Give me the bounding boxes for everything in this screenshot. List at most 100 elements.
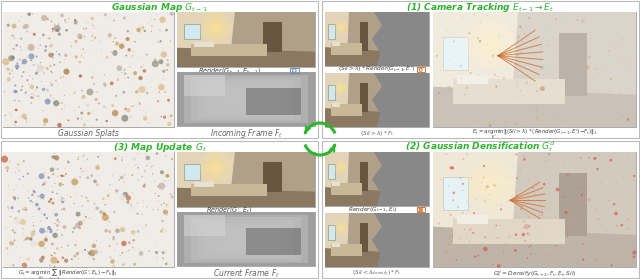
Bar — [382, 73, 429, 127]
Circle shape — [146, 92, 148, 94]
Circle shape — [32, 13, 33, 15]
Circle shape — [81, 205, 83, 207]
Circle shape — [126, 201, 127, 203]
Bar — [211, 225, 280, 252]
Circle shape — [4, 91, 5, 92]
Circle shape — [96, 183, 99, 186]
Circle shape — [145, 115, 146, 116]
Circle shape — [555, 18, 557, 20]
Circle shape — [39, 176, 40, 177]
Circle shape — [127, 199, 129, 201]
Text: $G_t = \underset{G^{\prime}}{\mathrm{argmin}}\sum_{k=1}^{t}\|Render(G^{\prime},E: $G_t = \underset{G^{\prime}}{\mathrm{arg… — [18, 265, 118, 279]
Circle shape — [31, 120, 33, 123]
Circle shape — [470, 72, 472, 74]
Circle shape — [131, 174, 133, 176]
Circle shape — [61, 109, 63, 110]
Circle shape — [15, 109, 17, 111]
Circle shape — [507, 261, 509, 263]
Circle shape — [55, 80, 57, 81]
Circle shape — [632, 243, 634, 245]
Circle shape — [49, 36, 51, 37]
Circle shape — [52, 174, 54, 175]
Circle shape — [446, 29, 447, 30]
Circle shape — [63, 175, 65, 177]
Circle shape — [466, 153, 468, 155]
Circle shape — [96, 240, 97, 241]
Circle shape — [582, 243, 584, 245]
Circle shape — [54, 183, 56, 184]
Circle shape — [623, 244, 624, 245]
Circle shape — [515, 233, 517, 236]
Bar — [385, 155, 427, 203]
Bar — [399, 31, 413, 47]
Circle shape — [600, 186, 601, 187]
Circle shape — [166, 204, 168, 206]
Circle shape — [143, 109, 145, 110]
Circle shape — [483, 115, 484, 116]
Circle shape — [39, 258, 44, 262]
Circle shape — [52, 233, 58, 238]
Circle shape — [156, 241, 158, 244]
Circle shape — [127, 251, 128, 252]
Circle shape — [82, 48, 84, 50]
Circle shape — [629, 259, 634, 263]
Circle shape — [51, 254, 52, 256]
Circle shape — [61, 201, 64, 203]
Circle shape — [525, 102, 526, 103]
Circle shape — [127, 30, 129, 32]
Circle shape — [632, 251, 636, 255]
Circle shape — [26, 115, 28, 117]
Circle shape — [56, 261, 60, 263]
Circle shape — [143, 200, 144, 202]
Circle shape — [13, 90, 17, 93]
Bar — [198, 80, 294, 118]
Circle shape — [57, 123, 61, 127]
Circle shape — [163, 70, 166, 73]
Circle shape — [156, 256, 157, 258]
Circle shape — [514, 64, 516, 66]
Circle shape — [522, 41, 523, 42]
Bar — [385, 15, 399, 36]
Circle shape — [44, 247, 45, 249]
Circle shape — [116, 243, 118, 244]
Circle shape — [579, 200, 583, 204]
Circle shape — [90, 17, 92, 19]
Circle shape — [453, 55, 454, 56]
Circle shape — [476, 121, 477, 122]
Circle shape — [199, 11, 232, 44]
Circle shape — [484, 178, 496, 190]
Bar — [396, 28, 415, 50]
Circle shape — [17, 198, 19, 199]
Circle shape — [469, 228, 472, 230]
Circle shape — [41, 15, 47, 21]
Circle shape — [61, 175, 63, 177]
Circle shape — [131, 105, 132, 107]
Circle shape — [140, 110, 141, 111]
Circle shape — [133, 71, 137, 75]
Polygon shape — [177, 12, 235, 67]
Circle shape — [15, 90, 18, 93]
Circle shape — [120, 255, 121, 256]
Circle shape — [141, 26, 145, 29]
Circle shape — [125, 37, 130, 41]
Text: Current Frame $F_t$: Current Frame $F_t$ — [212, 268, 280, 279]
Circle shape — [44, 73, 45, 74]
Circle shape — [103, 83, 106, 86]
Circle shape — [76, 252, 79, 255]
Circle shape — [516, 195, 518, 196]
Circle shape — [163, 43, 164, 44]
Circle shape — [568, 51, 570, 54]
Polygon shape — [230, 152, 315, 207]
Circle shape — [99, 210, 103, 214]
Circle shape — [531, 253, 532, 254]
Circle shape — [30, 240, 37, 247]
Circle shape — [65, 168, 66, 169]
Circle shape — [159, 59, 163, 64]
Bar — [433, 152, 636, 267]
Bar — [184, 215, 308, 263]
Bar — [332, 103, 340, 107]
Circle shape — [42, 110, 44, 111]
Circle shape — [627, 227, 630, 230]
Circle shape — [32, 201, 33, 203]
Circle shape — [54, 252, 56, 254]
